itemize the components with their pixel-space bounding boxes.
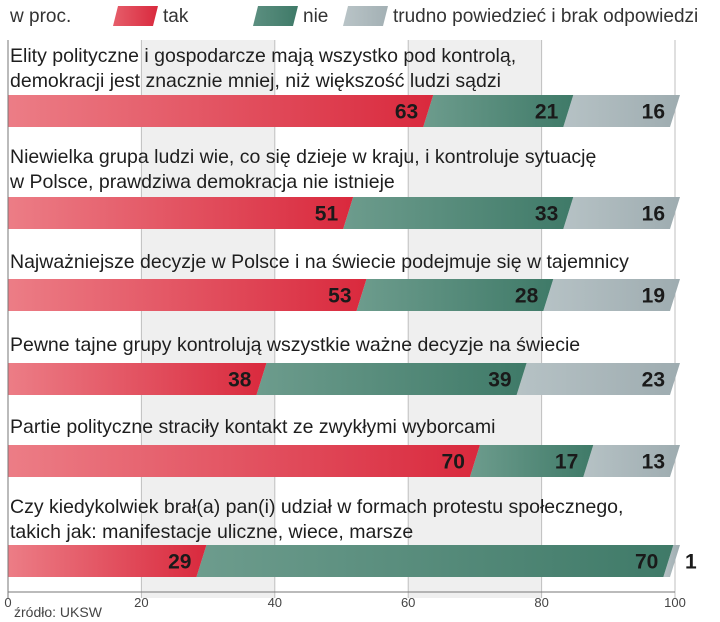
category-label: Czy kiedykolwiek brał(a) pan(i) udział w…: [10, 496, 623, 518]
category-label: takich jak: manifestacje uliczne, wiece,…: [10, 521, 413, 543]
x-tick-label: 40: [268, 595, 282, 610]
value-label: 28: [515, 285, 539, 308]
legend-swatch: [113, 6, 158, 26]
bar-segment-trudno: [583, 445, 680, 477]
legend-label: nie: [303, 6, 328, 27]
category-label: Pewne tajne grupy kontrolują wszystkie w…: [10, 334, 580, 356]
value-label: 51: [315, 203, 339, 226]
legend-swatch: [343, 6, 388, 26]
bar-segment-tak: [8, 363, 267, 395]
legend-swatch: [253, 6, 298, 26]
category-label: w Polsce, prawdziwa demokracja nie istni…: [9, 171, 395, 193]
bar-segment-tak: [8, 545, 207, 577]
legend-label: tak: [163, 6, 189, 27]
value-label: 38: [228, 369, 252, 392]
bar-segment-tak: [8, 197, 354, 229]
value-label: 33: [535, 203, 558, 226]
category-label: demokracji jest znacznie mniej, niż więk…: [10, 70, 501, 92]
bar-segment-trudno: [563, 95, 680, 127]
bar-segment-trudno: [516, 363, 680, 395]
bar-segment-nie: [356, 279, 554, 311]
source-note: źródło: UKSW: [14, 604, 103, 620]
value-label: 39: [488, 369, 511, 392]
bar-segment-tak: [8, 279, 367, 311]
value-label: 70: [442, 451, 465, 474]
bar-segment-nie: [423, 95, 574, 127]
bar-segment-tak: [8, 445, 480, 477]
bar-segment-nie: [469, 445, 594, 477]
bar-segment-trudno: [563, 197, 680, 229]
bar-segment-tak: [8, 95, 434, 127]
category-label: Partie polityczne straciły kontakt ze zw…: [10, 416, 495, 438]
x-tick-label: 0: [4, 595, 11, 610]
value-label: 17: [555, 451, 578, 474]
value-label: 19: [642, 285, 665, 308]
value-label: 16: [642, 203, 665, 226]
x-tick-label: 100: [664, 595, 686, 610]
x-tick-label: 20: [134, 595, 148, 610]
bar-segment-nie: [196, 545, 674, 577]
value-label: 16: [642, 101, 665, 124]
legend-label: trudno powiedzieć i brak odpowiedzi: [393, 6, 698, 27]
grid-band: [408, 40, 542, 598]
x-tick-label: 60: [401, 595, 415, 610]
category-label: Najważniejsze decyzje w Polsce i na świe…: [10, 251, 629, 273]
value-label: 13: [642, 451, 665, 474]
grid-band: [141, 40, 275, 598]
unit-label: w proc.: [9, 6, 71, 27]
bar-segment-trudno: [663, 545, 680, 577]
bar-segment-trudno: [543, 279, 680, 311]
value-label: 70: [635, 551, 658, 574]
value-label: 63: [395, 101, 418, 124]
value-label: 21: [535, 101, 559, 124]
value-label: 23: [642, 369, 665, 392]
bar-segment-nie: [343, 197, 574, 229]
value-label: 29: [168, 551, 191, 574]
x-tick-label: 80: [534, 595, 548, 610]
value-label: 1: [685, 551, 697, 574]
category-label: Elity polityczne i gospodarcze mają wszy…: [10, 45, 516, 67]
bar-segment-nie: [256, 363, 527, 395]
category-label: Niewielka grupa ludzi wie, co się dzieje…: [10, 146, 596, 168]
value-label: 53: [328, 285, 351, 308]
